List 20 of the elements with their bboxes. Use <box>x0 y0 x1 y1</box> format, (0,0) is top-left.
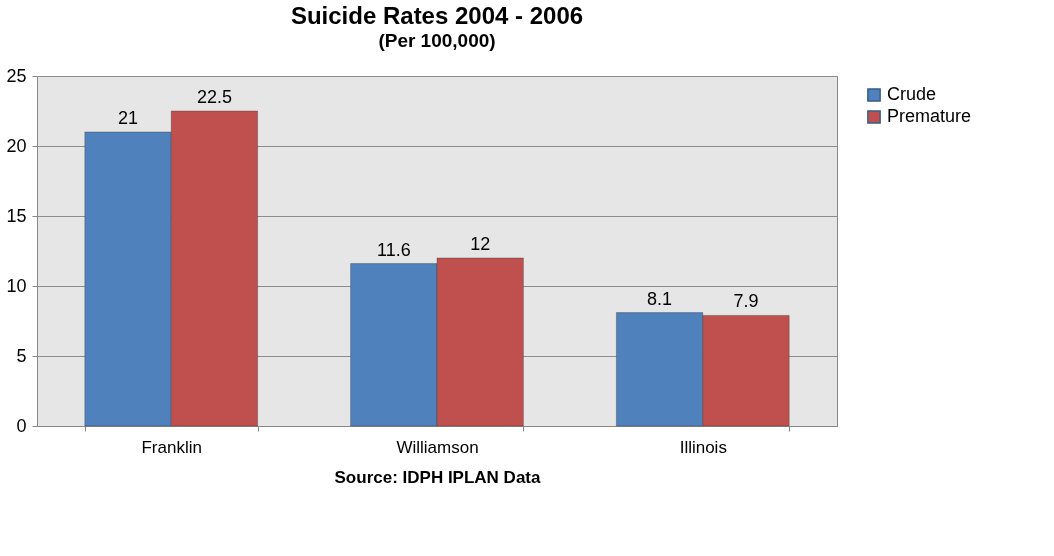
y-tick-label: 25 <box>6 65 27 86</box>
data-label: 8.1 <box>647 288 673 309</box>
chart-title: Suicide Rates 2004 - 2006 <box>290 2 584 29</box>
x-tick-label: Williamson <box>396 437 479 457</box>
x-tick-label: Illinois <box>679 437 727 457</box>
y-tick-label: 10 <box>6 275 27 296</box>
data-label: 21 <box>118 108 139 128</box>
y-tick-label: 15 <box>6 205 27 226</box>
x-tick-label: Franklin <box>141 437 202 457</box>
data-label: 22.5 <box>196 87 232 107</box>
source-note: Source: IDPH IPLAN Data <box>334 467 541 487</box>
y-tick-label: 5 <box>16 345 27 366</box>
legend-label: Premature <box>887 106 972 126</box>
y-tick-label: 0 <box>16 415 27 436</box>
legend-label: Crude <box>887 84 937 104</box>
data-label: 11.6 <box>376 239 411 260</box>
chart-subtitle: (Per 100,000) <box>378 30 496 51</box>
data-label: 7.9 <box>733 291 759 312</box>
y-tick-label: 20 <box>6 135 27 156</box>
data-label: 12 <box>470 234 491 254</box>
